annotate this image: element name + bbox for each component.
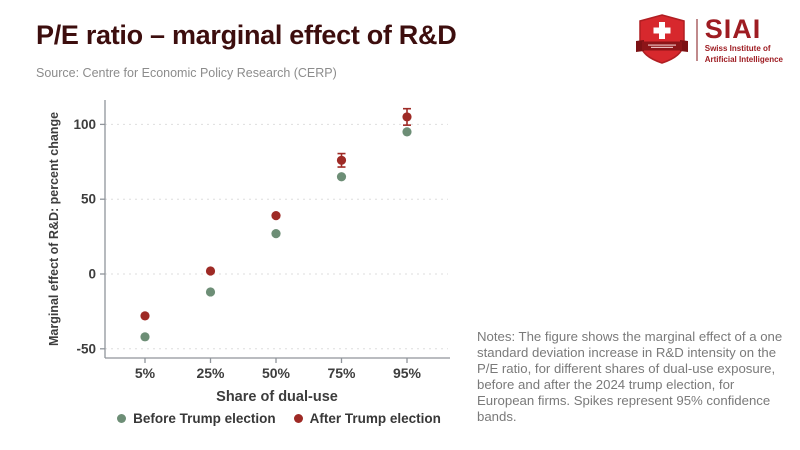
siai-logo: SIAI Swiss Institute of Artificial Intel… <box>635 12 783 68</box>
svg-text:95%: 95% <box>393 365 422 381</box>
svg-text:25%: 25% <box>196 365 225 381</box>
y-axis-label: Marginal effect of R&D: percent change <box>47 112 61 346</box>
x-axis-label: Share of dual-use <box>216 389 338 405</box>
logo-subtitle-line2: Artificial Intelligence <box>704 54 783 64</box>
source-text: Source: Centre for Economic Policy Resea… <box>36 66 337 80</box>
svg-text:100: 100 <box>73 117 96 132</box>
page-title: P/E ratio – marginal effect of R&D <box>36 20 457 50</box>
shield-icon <box>635 12 689 69</box>
chart: -50 0 50 100 5% 25% 50% 75% 95% Marginal effect … <box>40 92 460 440</box>
logo-wordmark: SIAI <box>704 13 762 44</box>
notes-text: Notes: The figure shows the marginal eff… <box>477 329 783 424</box>
legend: Before Trump election After Trump electi… <box>40 411 460 426</box>
logo-divider <box>695 19 698 61</box>
logo-subtitle-line1: Swiss Institute of <box>704 43 771 53</box>
legend-item-before: Before Trump election <box>117 411 276 426</box>
legend-label-before: Before Trump election <box>133 411 276 426</box>
legend-dot-after-icon <box>293 414 303 423</box>
legend-label-after: After Trump election <box>309 411 441 426</box>
svg-text:50%: 50% <box>262 365 291 381</box>
svg-text:-50: -50 <box>76 341 96 356</box>
legend-dot-before-icon <box>117 414 127 423</box>
svg-text:5%: 5% <box>135 365 156 381</box>
chart-svg: -50 0 50 100 5% 25% 50% 75% 95% Marginal effect … <box>47 100 450 405</box>
svg-text:50: 50 <box>81 192 96 207</box>
svg-text:0: 0 <box>88 267 96 282</box>
svg-text:75%: 75% <box>327 365 356 381</box>
legend-item-after: After Trump election <box>293 411 441 426</box>
